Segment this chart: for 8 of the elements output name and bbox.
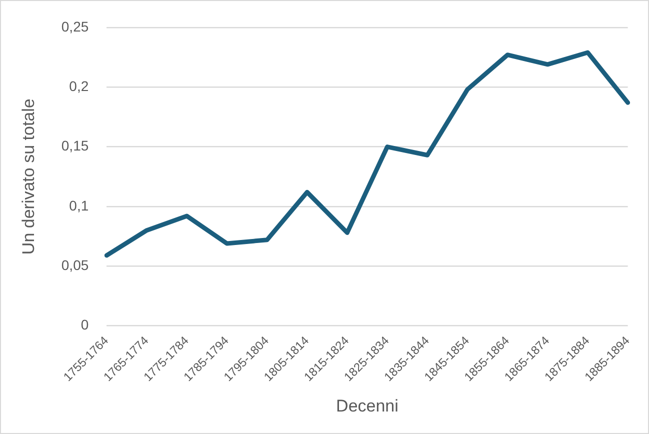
- y-tick-label: 0,1: [69, 197, 89, 214]
- y-tick-label: 0,25: [61, 18, 89, 34]
- y-tick-label: 0,15: [61, 138, 89, 154]
- x-axis-title: Decenni: [336, 396, 398, 416]
- y-tick-label: 0: [80, 316, 89, 333]
- y-tick-label: 0,2: [69, 78, 89, 94]
- y-tick-label: 0,05: [61, 257, 89, 274]
- y-axis-title: Un derivato su totale: [18, 98, 38, 255]
